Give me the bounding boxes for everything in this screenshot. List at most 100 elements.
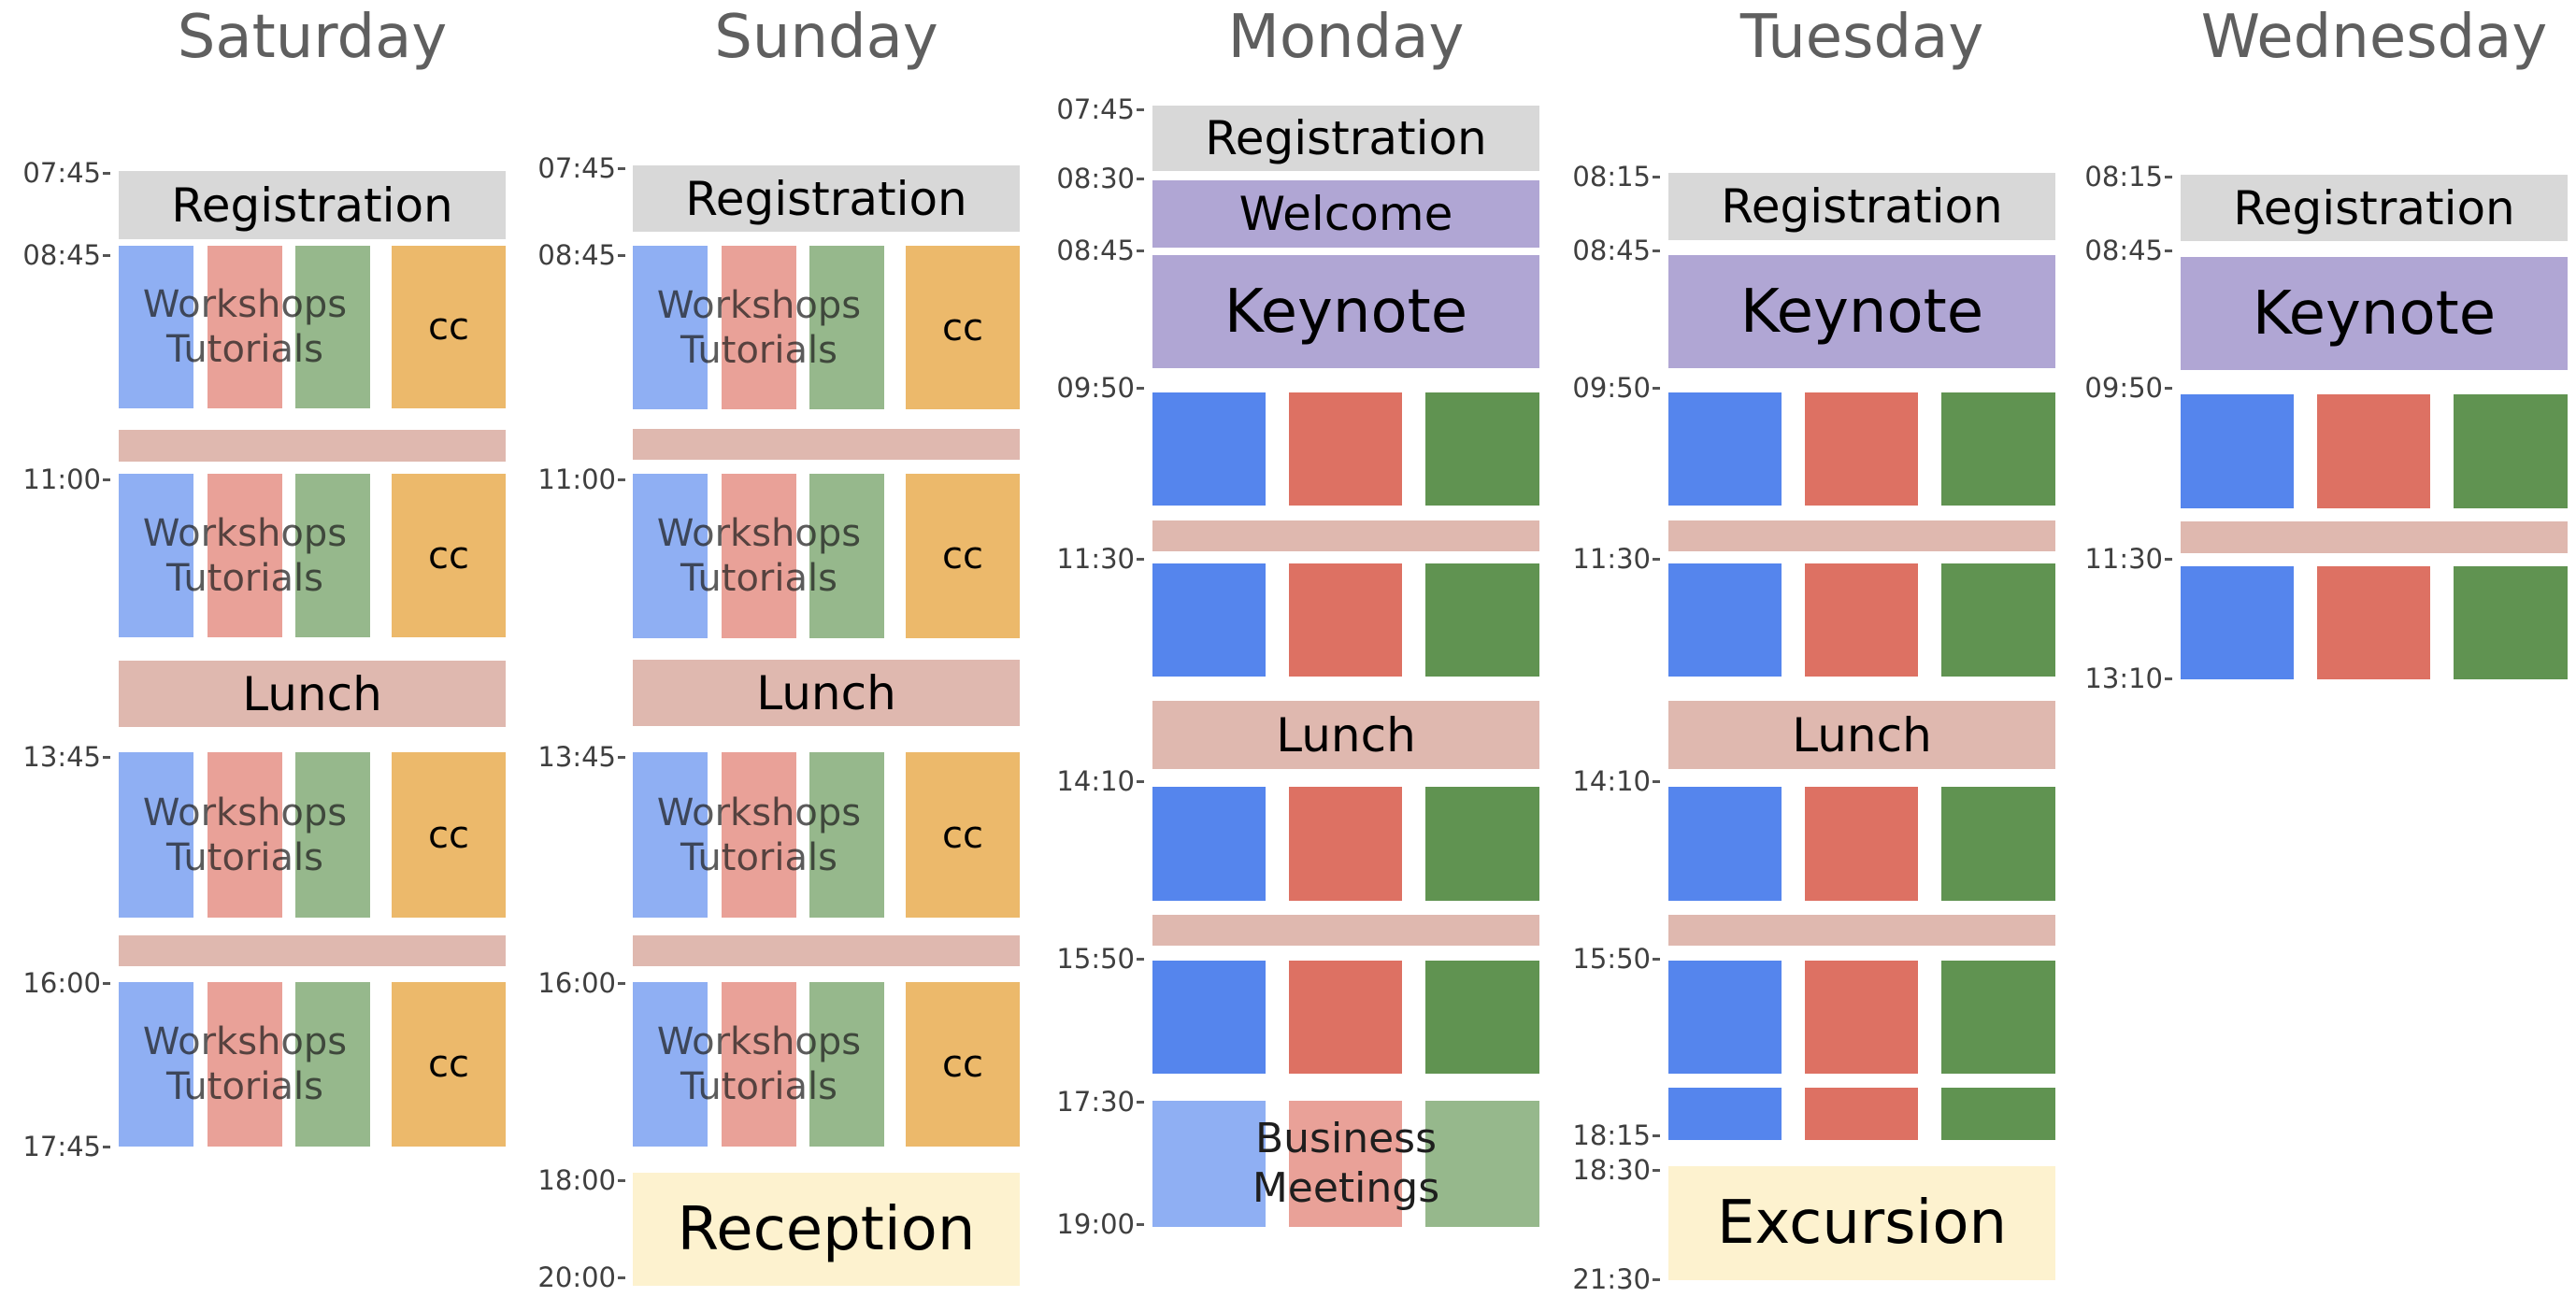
time-tick-label: 20:00 xyxy=(537,1261,616,1293)
time-tick-label: 08:45 xyxy=(1572,235,1651,266)
time-tick-mark xyxy=(103,982,110,985)
time-tick-mark xyxy=(618,1276,625,1279)
session-track-red xyxy=(1805,787,1918,901)
workshop-track-blue xyxy=(119,752,193,918)
time-tick-label: 14:10 xyxy=(1572,765,1651,797)
workshop-track-green xyxy=(809,474,884,638)
registration-block: Registration xyxy=(1668,173,2055,240)
cc-block: cc xyxy=(392,246,506,408)
time-tick-label: 15:50 xyxy=(1056,943,1135,975)
session-track-green xyxy=(1941,563,2055,677)
session-track-green xyxy=(1425,563,1539,677)
time-tick-mark xyxy=(2165,387,2172,390)
time-tick-label: 19:00 xyxy=(1056,1208,1135,1240)
lunch-block: Lunch xyxy=(1668,701,2055,769)
time-tick-label: 11:30 xyxy=(1056,543,1135,575)
time-tick-mark xyxy=(1137,108,1144,111)
time-tick-label: 08:45 xyxy=(1056,235,1135,266)
time-tick-mark xyxy=(618,756,625,759)
lunch-block: Lunch xyxy=(119,661,506,727)
workshop-track-green xyxy=(295,752,370,918)
session-track-green xyxy=(2454,566,2568,679)
time-tick-label: 08:30 xyxy=(1056,163,1135,194)
coffee-break-block xyxy=(2181,521,2568,553)
time-tick-label: 08:15 xyxy=(2084,161,2163,192)
time-tick-label: 07:45 xyxy=(537,152,616,184)
session-track-green xyxy=(1941,392,2055,506)
workshop-track-red xyxy=(722,474,796,638)
social-event-block: Excursion xyxy=(1668,1166,2055,1280)
keynote-block: Keynote xyxy=(2181,257,2568,370)
day-title-wednesday: Wednesday xyxy=(2200,3,2548,72)
workshop-track-blue xyxy=(119,982,193,1147)
time-tick-mark xyxy=(2165,558,2172,561)
session-track-red xyxy=(1805,961,1918,1074)
cc-block: cc xyxy=(392,982,506,1147)
time-tick-mark xyxy=(1137,780,1144,783)
session-track-green xyxy=(1425,392,1539,506)
coffee-break-block xyxy=(1668,520,2055,551)
session-track-red xyxy=(1805,1088,1918,1140)
time-tick-label: 11:00 xyxy=(537,463,616,495)
day-title-saturday: Saturday xyxy=(177,3,448,72)
time-tick-mark xyxy=(103,1146,110,1148)
keynote-block: Keynote xyxy=(1152,255,1539,368)
time-tick-mark xyxy=(1653,780,1660,783)
workshop-track-blue xyxy=(119,246,193,408)
session-track-blue xyxy=(1668,961,1782,1074)
day-title-monday: Monday xyxy=(1227,3,1465,72)
time-tick-mark xyxy=(1653,958,1660,961)
workshop-track-blue xyxy=(633,246,708,409)
time-tick-mark xyxy=(103,478,110,481)
workshop-track-blue xyxy=(633,752,708,918)
time-tick-label: 08:15 xyxy=(1572,161,1651,192)
cc-block: cc xyxy=(906,246,1020,409)
workshop-track-red xyxy=(208,246,282,408)
time-tick-mark xyxy=(103,254,110,257)
session-track-green xyxy=(1941,1088,2055,1140)
time-tick-mark xyxy=(1137,178,1144,180)
coffee-break-block xyxy=(1152,520,1539,551)
session-track-green xyxy=(1941,787,2055,901)
time-tick-label: 08:45 xyxy=(2084,235,2163,266)
session-track-green xyxy=(1425,787,1539,901)
session-track-blue xyxy=(1152,787,1266,901)
session-track-blue xyxy=(2181,566,2294,679)
time-tick-mark xyxy=(1653,1134,1660,1137)
session-track-red xyxy=(1805,392,1918,506)
coffee-break-block xyxy=(1152,915,1539,946)
time-tick-label: 11:30 xyxy=(1572,543,1651,575)
time-tick-label: 13:45 xyxy=(22,741,101,773)
time-tick-label: 17:45 xyxy=(22,1131,101,1162)
time-tick-mark xyxy=(1137,249,1144,252)
session-track-green xyxy=(2454,394,2568,508)
session-track-blue xyxy=(1668,563,1782,677)
time-tick-label: 09:50 xyxy=(1572,372,1651,404)
workshop-track-blue xyxy=(633,474,708,638)
time-tick-label: 07:45 xyxy=(22,157,101,189)
session-track-blue xyxy=(1668,392,1782,506)
time-tick-mark xyxy=(1137,387,1144,390)
time-tick-mark xyxy=(618,254,625,257)
time-tick-mark xyxy=(1653,387,1660,390)
session-track-red xyxy=(1805,563,1918,677)
time-tick-label: 21:30 xyxy=(1572,1263,1651,1295)
coffee-break-block xyxy=(119,935,506,966)
time-tick-label: 18:00 xyxy=(537,1164,616,1196)
workshop-track-red xyxy=(722,982,796,1147)
session-track-red xyxy=(2317,394,2430,508)
workshop-track-green xyxy=(295,246,370,408)
welcome-block: Welcome xyxy=(1152,180,1539,248)
workshop-track-red xyxy=(208,982,282,1147)
time-tick-mark xyxy=(1653,176,1660,178)
social-event-block: Reception xyxy=(633,1173,1020,1286)
time-tick-mark xyxy=(1137,958,1144,961)
time-tick-mark xyxy=(618,478,625,481)
time-tick-label: 17:30 xyxy=(1056,1086,1135,1118)
workshop-track-green xyxy=(809,752,884,918)
time-tick-label: 16:00 xyxy=(537,967,616,999)
keynote-block: Keynote xyxy=(1668,255,2055,368)
meeting-track-green xyxy=(1425,1101,1539,1227)
workshop-track-red xyxy=(208,474,282,637)
